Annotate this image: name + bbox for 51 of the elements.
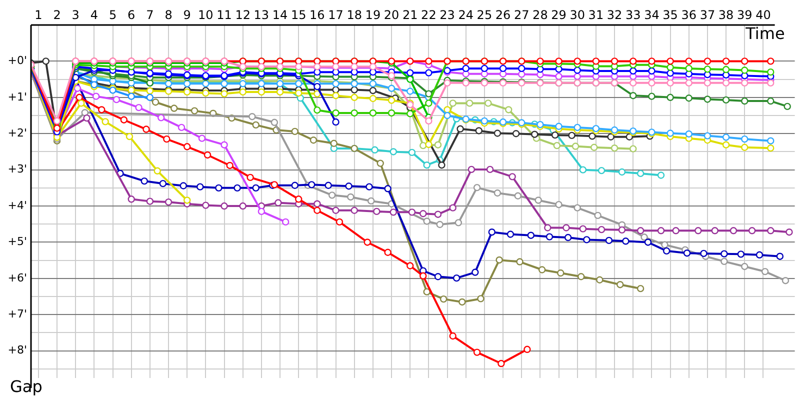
x-tick-label: 24 xyxy=(458,8,474,22)
x-tick-label: 35 xyxy=(662,8,678,22)
x-tick-label: 9 xyxy=(183,8,191,22)
y-tick-label: +1' xyxy=(8,90,27,104)
y-tick-label: +3' xyxy=(8,162,27,176)
x-tick-label: 23 xyxy=(440,8,455,22)
x-tick-label: 36 xyxy=(681,8,697,22)
x-tick-label: 20 xyxy=(384,8,400,22)
x-tick-label: 30 xyxy=(570,8,586,22)
x-tick-label: 19 xyxy=(365,8,381,22)
x-tick-label: 8 xyxy=(164,8,172,22)
x-tick-label: 1 xyxy=(34,8,42,22)
x-tick-label: 29 xyxy=(551,8,566,22)
x-tick-label: 17 xyxy=(328,8,344,22)
x-tick-label: 18 xyxy=(346,8,362,22)
x-tick-label: 21 xyxy=(402,8,418,22)
x-tick-label: 4 xyxy=(90,8,98,22)
y-tick-label: +7' xyxy=(8,308,27,320)
x-tick-label: 38 xyxy=(718,8,734,22)
y-tick-label: +8' xyxy=(8,344,27,357)
y-tick-label: +6' xyxy=(8,271,27,284)
x-tick-label: 37 xyxy=(700,8,716,22)
x-tick-label: 13 xyxy=(254,8,270,22)
x-tick-label: 34 xyxy=(644,8,660,22)
x-tick-label: 33 xyxy=(625,8,641,22)
x-tick-label: 11 xyxy=(216,8,232,22)
x-tick-label: 26 xyxy=(495,8,511,22)
x-tick-label: 28 xyxy=(532,8,548,22)
x-tick-label: 25 xyxy=(476,8,492,22)
x-tick-label: 12 xyxy=(235,8,250,22)
x-tick-label: 5 xyxy=(108,8,117,22)
x-tick-label: 27 xyxy=(514,8,530,22)
x-tick-label: 32 xyxy=(606,8,622,22)
x-tick-label: 14 xyxy=(272,8,288,22)
y-tick-label: +5' xyxy=(8,235,27,248)
x-axis-title: Time xyxy=(744,24,785,44)
y-tick-label: +0' xyxy=(8,54,27,68)
y-tick-label: +4' xyxy=(8,198,27,212)
x-tick-label: 31 xyxy=(588,8,604,22)
x-tick-label: 40 xyxy=(756,8,771,22)
x-tick-label: 2 xyxy=(53,8,61,22)
x-tick-label: 15 xyxy=(290,8,306,22)
x-tick-label: 10 xyxy=(198,8,214,22)
y-axis-title: Gap xyxy=(10,377,42,396)
x-tick-label: 22 xyxy=(421,8,436,22)
x-tick-label: 7 xyxy=(146,8,154,22)
x-tick-label: 3 xyxy=(72,8,80,22)
x-tick-label: 39 xyxy=(736,8,752,22)
y-tick-label: +2' xyxy=(8,126,27,140)
x-tick-label: 6 xyxy=(128,8,136,22)
x-tick-label: 16 xyxy=(310,8,325,22)
